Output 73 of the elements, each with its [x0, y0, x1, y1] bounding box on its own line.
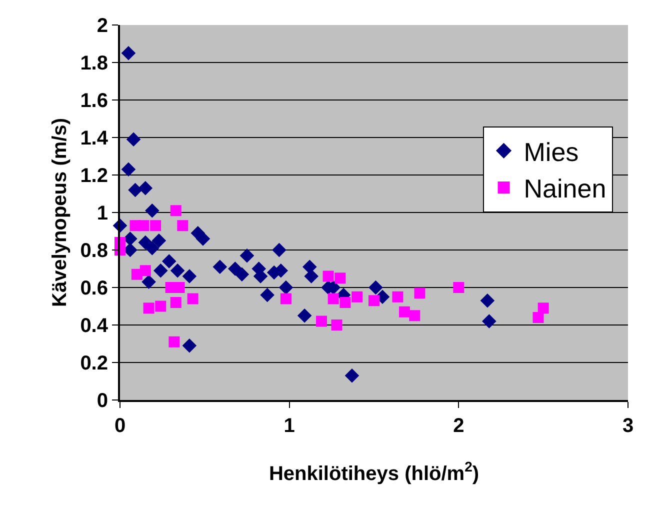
x-tick-label: 0 — [114, 415, 126, 437]
y-axis-title: Kävelynopeus (m/s) — [49, 118, 72, 307]
x-axis-title: Henkilötiheys (hlö/m$^{2}$) — [268, 458, 480, 485]
point — [126, 132, 141, 147]
point — [145, 203, 160, 218]
point — [328, 293, 339, 304]
y-tick-label: 1 — [96, 202, 108, 224]
point — [398, 306, 410, 318]
point — [168, 336, 180, 348]
point — [453, 282, 464, 293]
point — [150, 220, 162, 232]
y-tick-label: 1.2 — [80, 165, 108, 187]
point — [334, 272, 346, 284]
point — [538, 302, 549, 314]
point — [532, 312, 544, 323]
point — [344, 368, 360, 383]
point — [272, 242, 286, 258]
x-tick-label: 3 — [622, 415, 634, 437]
point — [331, 320, 342, 330]
point — [352, 291, 363, 302]
point — [138, 220, 150, 232]
point — [187, 293, 198, 304]
point — [170, 297, 182, 308]
point — [182, 338, 197, 353]
point — [145, 240, 160, 256]
y-tick-label: 2 — [96, 15, 108, 37]
point — [152, 233, 166, 248]
point — [123, 232, 138, 246]
y-tick-label: 0 — [96, 390, 108, 412]
point — [414, 288, 426, 299]
point — [138, 180, 153, 196]
point — [155, 300, 166, 312]
point — [278, 280, 294, 295]
point — [340, 297, 351, 308]
point — [121, 46, 136, 60]
point — [392, 291, 404, 302]
y-tick-label: 0.4 — [80, 315, 109, 337]
point — [260, 288, 274, 302]
y-tick-label: 1.8 — [80, 52, 108, 74]
x-tick-label: 2 — [453, 415, 464, 437]
y-tick-label: 1.4 — [80, 128, 109, 150]
point — [182, 269, 197, 284]
point — [170, 205, 182, 216]
point — [368, 280, 383, 295]
point — [177, 220, 188, 232]
point — [212, 260, 228, 274]
point — [280, 293, 292, 304]
point — [162, 254, 176, 268]
point — [121, 162, 136, 177]
point — [240, 248, 254, 263]
point — [140, 265, 151, 276]
point — [196, 232, 210, 246]
point — [482, 314, 496, 328]
point — [234, 267, 250, 282]
point — [297, 308, 312, 323]
point — [143, 302, 154, 314]
y-tick-label: 0.8 — [80, 240, 108, 262]
point — [128, 182, 142, 198]
point — [170, 263, 185, 278]
point — [316, 316, 328, 327]
y-tick-label: 0.2 — [80, 352, 108, 374]
point — [142, 274, 156, 290]
x-tick-label: 1 — [284, 415, 295, 437]
point — [368, 295, 380, 306]
legend-label: Mies — [524, 136, 579, 167]
point — [153, 263, 168, 278]
y-tick-label: 0.6 — [80, 278, 108, 300]
point — [409, 310, 420, 322]
point — [322, 270, 334, 282]
point — [480, 293, 495, 308]
y-tick-label: 1.6 — [80, 90, 108, 112]
point — [304, 269, 318, 284]
legend-label: Nainen — [524, 174, 606, 204]
